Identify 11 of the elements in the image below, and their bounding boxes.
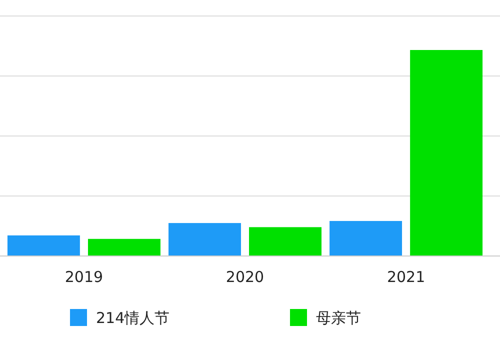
legend-label: 214情人节 xyxy=(96,309,170,327)
bar xyxy=(88,238,160,256)
bar xyxy=(330,220,402,256)
legend-label: 母亲节 xyxy=(316,309,361,327)
x-tick-label: 2019 xyxy=(64,268,104,286)
bar xyxy=(7,235,80,256)
bar xyxy=(410,50,483,256)
bar xyxy=(168,223,241,256)
x-tick-label: 2021 xyxy=(386,268,426,286)
bar xyxy=(249,227,322,256)
x-tick-label: 2020 xyxy=(226,268,264,286)
